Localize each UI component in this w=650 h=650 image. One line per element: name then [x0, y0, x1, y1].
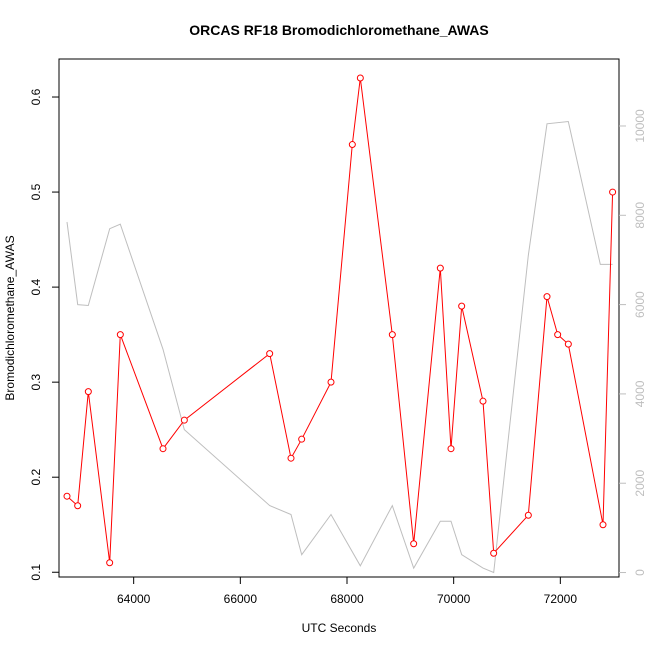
data-point: [388, 331, 396, 339]
data-point: [106, 559, 114, 567]
data-point: [63, 492, 71, 500]
y-tick-label: 0.1: [29, 564, 43, 581]
y2-tick-label: 10000: [633, 109, 647, 143]
y-axis-label: Bromodichloromethane_AWAS: [3, 235, 17, 400]
data-point: [180, 416, 188, 424]
data-point: [348, 141, 356, 149]
primary-series-line: [66, 77, 614, 563]
x-tick-label: 72000: [544, 592, 578, 606]
data-point: [490, 549, 498, 557]
data-point: [564, 340, 572, 348]
y-axis: 0.1 0.2 0.3 0.4 0.5 0.6: [29, 88, 60, 581]
data-point: [116, 331, 124, 339]
data-point: [447, 445, 455, 453]
x-tick-label: 70000: [437, 592, 471, 606]
y2-tick-label: 0: [633, 569, 647, 576]
data-point: [599, 521, 607, 529]
series-layer: [63, 74, 617, 574]
y2-axis: 0 2000 4000 6000 8000 10000: [619, 109, 647, 576]
secondary-series-line: [66, 120, 613, 574]
data-point: [84, 388, 92, 396]
data-point: [159, 445, 167, 453]
y2-tick-label: 2000: [633, 470, 647, 497]
data-point: [554, 331, 562, 339]
data-point: [327, 378, 335, 386]
data-point: [266, 350, 274, 358]
y-tick-label: 0.6: [29, 88, 43, 105]
data-point: [479, 397, 487, 405]
data-point: [298, 435, 306, 443]
x-axis: 64000 66000 68000 70000 72000: [117, 576, 578, 606]
y-tick-label: 0.2: [29, 469, 43, 486]
x-tick-label: 66000: [224, 592, 258, 606]
x-tick-label: 64000: [117, 592, 151, 606]
data-point: [524, 511, 532, 519]
data-point: [436, 264, 444, 272]
x-axis-label: UTC Seconds: [302, 621, 377, 635]
y2-tick-label: 6000: [633, 291, 647, 318]
data-point: [458, 302, 466, 310]
data-point: [609, 188, 617, 196]
y-tick-label: 0.5: [29, 183, 43, 200]
data-point: [410, 540, 418, 548]
data-point: [543, 293, 551, 301]
y-tick-label: 0.3: [29, 373, 43, 390]
y2-tick-label: 8000: [633, 202, 647, 229]
y2-tick-label: 4000: [633, 380, 647, 407]
y-tick-label: 0.4: [29, 278, 43, 295]
chart-title: ORCAS RF18 Bromodichloromethane_AWAS: [189, 22, 489, 38]
data-point: [74, 502, 82, 510]
x-tick-label: 68000: [330, 592, 364, 606]
data-point: [287, 454, 295, 462]
plot-frame: [58, 58, 620, 578]
data-point: [356, 74, 364, 82]
